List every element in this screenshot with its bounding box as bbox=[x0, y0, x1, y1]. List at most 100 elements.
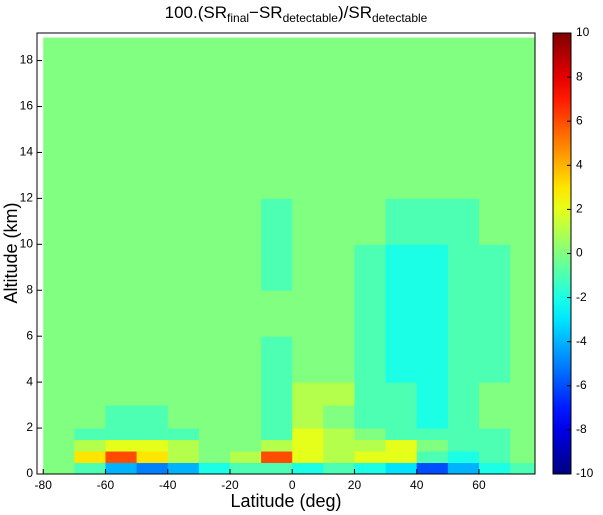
y-tick-label: 8 bbox=[26, 282, 33, 296]
cell bbox=[323, 428, 355, 441]
y-tick-label: 2 bbox=[26, 420, 33, 434]
y-tick-label: 4 bbox=[26, 374, 33, 388]
cell bbox=[416, 462, 449, 474]
cell bbox=[105, 382, 138, 406]
colorbar-tick-label: 0 bbox=[576, 246, 583, 260]
y-tick-label: 12 bbox=[20, 191, 34, 205]
cell bbox=[136, 152, 169, 199]
cell bbox=[198, 152, 231, 199]
cell bbox=[105, 428, 138, 441]
cell bbox=[229, 198, 262, 245]
cell bbox=[167, 244, 200, 291]
y-tick-label: 18 bbox=[20, 53, 34, 67]
cell bbox=[229, 244, 262, 291]
cell bbox=[478, 462, 511, 474]
cell bbox=[416, 37, 449, 153]
cell bbox=[261, 428, 293, 441]
colorbar-tick-label: 10 bbox=[576, 25, 590, 39]
cell bbox=[261, 462, 293, 474]
cell bbox=[447, 244, 480, 291]
cell bbox=[354, 37, 387, 153]
cell bbox=[43, 382, 75, 406]
cell bbox=[416, 382, 449, 406]
cell bbox=[198, 244, 231, 291]
cell bbox=[136, 244, 169, 291]
cell bbox=[105, 290, 138, 337]
cell bbox=[136, 405, 169, 429]
cell bbox=[354, 152, 387, 199]
cell bbox=[323, 405, 355, 429]
cell bbox=[198, 451, 231, 464]
y-tick-label: 14 bbox=[20, 145, 34, 159]
cell bbox=[136, 451, 169, 464]
cell bbox=[292, 428, 324, 441]
cell bbox=[447, 428, 480, 441]
cell bbox=[136, 428, 169, 441]
x-tick-label: -20 bbox=[221, 478, 239, 492]
cell bbox=[229, 152, 262, 199]
cell bbox=[74, 37, 106, 153]
cell bbox=[292, 336, 324, 383]
cell bbox=[510, 439, 535, 452]
cells bbox=[43, 37, 535, 474]
cell bbox=[323, 439, 355, 452]
cell bbox=[323, 290, 355, 337]
cell bbox=[478, 336, 511, 383]
cell bbox=[261, 405, 293, 429]
cell bbox=[385, 439, 418, 452]
cell bbox=[385, 405, 418, 429]
cell bbox=[198, 290, 231, 337]
colorbar-tick-label: 2 bbox=[576, 202, 583, 216]
cell bbox=[447, 439, 480, 452]
cell bbox=[136, 198, 169, 245]
cell bbox=[74, 439, 106, 452]
cell bbox=[385, 290, 418, 337]
cell bbox=[447, 405, 480, 429]
cell bbox=[447, 152, 480, 199]
colorbar-tick-label: 8 bbox=[576, 69, 583, 83]
cell bbox=[167, 439, 200, 452]
cell bbox=[43, 439, 75, 452]
colorbar-tick-label: 4 bbox=[576, 157, 583, 171]
cell bbox=[385, 428, 418, 441]
y-tick-label: 10 bbox=[20, 236, 34, 250]
cell bbox=[354, 336, 387, 383]
cell bbox=[323, 244, 355, 291]
cell bbox=[354, 198, 387, 245]
cell bbox=[229, 290, 262, 337]
cell bbox=[478, 382, 511, 406]
colorbar-tick-label: -4 bbox=[576, 334, 587, 348]
cell bbox=[43, 152, 75, 199]
cell bbox=[478, 405, 511, 429]
cell bbox=[136, 336, 169, 383]
cell bbox=[43, 428, 75, 441]
cell bbox=[354, 382, 387, 406]
cell bbox=[323, 37, 355, 153]
plot-frame bbox=[36, 32, 536, 475]
cell bbox=[74, 336, 106, 383]
cell bbox=[447, 336, 480, 383]
cell bbox=[167, 152, 200, 199]
cell bbox=[447, 382, 480, 406]
cell bbox=[167, 336, 200, 383]
cell bbox=[510, 37, 535, 153]
cell bbox=[261, 290, 293, 337]
cell bbox=[74, 290, 106, 337]
cell bbox=[292, 37, 324, 153]
cell bbox=[323, 462, 355, 474]
cell bbox=[229, 439, 262, 452]
cell bbox=[292, 198, 324, 245]
cell bbox=[478, 439, 511, 452]
cell bbox=[478, 198, 511, 245]
cell bbox=[198, 428, 231, 441]
cell bbox=[416, 152, 449, 199]
cell bbox=[292, 462, 324, 474]
cell bbox=[292, 405, 324, 429]
cell bbox=[510, 382, 535, 406]
cell bbox=[416, 290, 449, 337]
x-tick-label: -40 bbox=[159, 478, 177, 492]
cell bbox=[292, 244, 324, 291]
cell bbox=[167, 290, 200, 337]
colorbar-tick-label: -2 bbox=[576, 290, 587, 304]
